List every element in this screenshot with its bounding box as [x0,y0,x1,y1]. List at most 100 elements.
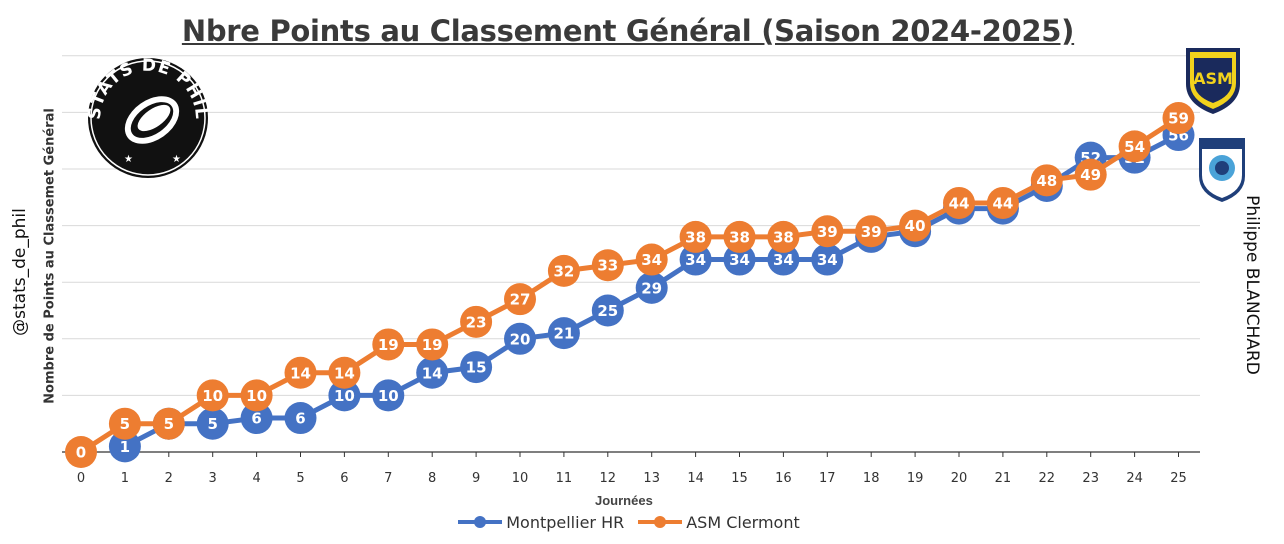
data-label: 34 [729,251,750,269]
x-tick-label: 5 [296,471,304,486]
data-label: 38 [729,228,750,246]
data-label: 1 [120,438,130,456]
data-point [811,243,844,276]
data-point [65,436,97,468]
data-point [504,322,536,355]
data-point [943,186,975,219]
x-tick-label: 24 [1126,471,1143,486]
x-tick-label: 20 [951,471,968,486]
data-label: 14 [290,364,311,382]
x-tick-label: 18 [863,471,880,486]
data-label: 34 [773,251,794,269]
x-tick-label: 11 [556,471,573,486]
data-label: 20 [510,330,531,348]
data-point [723,220,756,253]
chart-title: Nbre Points au Classement Général (Saiso… [181,14,1075,48]
data-point [196,379,229,412]
data-label: 25 [597,302,618,320]
data-point [240,402,273,435]
legend: Montpellier HR ASM Clermont [420,508,838,536]
x-tick-label: 21 [995,471,1012,486]
data-label: 21 [553,325,574,343]
x-tick-label: 12 [600,471,617,486]
series-layer: 1556610101415202125293434343438394343475… [65,102,1195,468]
series-montpellier-hr: 1556610101415202125293434343438394343475… [108,119,1195,463]
data-point [372,379,405,412]
data-point [1162,102,1195,135]
data-point [635,243,668,276]
x-tick-label: 8 [428,471,436,486]
x-axis: 0 1 2 3 4 5 6 7 8 9 10 11 12 13 14 15 16 17 18 19 20 21 22 23 24… [62,451,1200,486]
logo-star-left: ★ [124,154,133,165]
data-label: 10 [334,387,355,405]
data-label: 6 [251,410,261,428]
data-point [196,407,229,440]
logo-star-right: ★ [172,154,181,165]
series-asm-clermont: 0 5 5 10 10 14 14 19 19 23 27 32 33 34 38 38 38 39 39 40 44 4… [65,102,1195,468]
data-label: 5 [164,415,174,433]
x-tick-label: 7 [384,471,392,486]
x-tick-label: 16 [775,471,792,486]
x-tick-label: 23 [1082,471,1099,486]
data-label: 14 [334,364,355,382]
data-label: 44 [949,194,970,212]
data-point [460,351,493,384]
data-label: 38 [773,228,794,246]
asm-clermont-logo: ASM [1186,48,1240,114]
data-point [547,317,580,350]
montpellier-logo [1199,138,1245,202]
data-label: 34 [641,251,662,269]
data-label: 5 [207,415,217,433]
data-point [284,356,317,389]
data-point [1118,130,1151,163]
data-label: 19 [378,336,399,354]
x-tick-label: 13 [643,471,660,486]
data-point [723,243,756,276]
data-label: 40 [905,217,926,235]
data-point [1074,158,1107,191]
data-point [460,305,493,338]
x-tick-label: 10 [512,471,529,486]
legend-marker-montpellier [458,516,503,528]
data-label: 54 [1124,138,1145,156]
legend-label-asm-clermont: ASM Clermont [686,512,800,532]
x-tick-label: 6 [340,471,348,486]
x-tick-label: 17 [819,471,836,486]
x-tick-label: 1 [121,471,129,486]
x-tick-label: 9 [472,471,480,486]
data-label: 23 [466,313,487,331]
x-tick-label: 3 [209,471,217,486]
data-label: 14 [422,364,443,382]
legend-label-montpellier: Montpellier HR [506,512,625,532]
data-label: 59 [1168,110,1189,128]
legend-marker-asm-clermont [638,516,683,528]
data-point [811,215,844,248]
grid-lines [62,55,1200,396]
data-point [591,249,624,282]
data-label: 27 [510,291,531,309]
x-axis-label: Journées [595,493,653,508]
data-point [591,294,624,327]
data-point [108,430,141,463]
data-label: 34 [685,251,706,269]
x-tick-label: 14 [687,471,704,486]
x-tick-label: 0 [77,471,85,486]
data-point [416,356,449,389]
data-label: 49 [1080,166,1101,184]
data-label: 39 [861,223,882,241]
data-point [108,407,141,440]
x-tick-label: 19 [907,471,924,486]
svg-text:ASM: ASM [1193,69,1233,88]
x-tick-label: 4 [252,471,260,486]
data-point [416,328,449,361]
data-point [767,243,800,276]
data-point [767,220,800,253]
data-point [372,328,405,361]
data-label: 19 [422,336,443,354]
data-label: 32 [553,262,574,280]
data-label: 10 [246,387,267,405]
data-point [284,402,317,435]
x-tick-label: 15 [731,471,748,486]
data-point [328,356,361,389]
